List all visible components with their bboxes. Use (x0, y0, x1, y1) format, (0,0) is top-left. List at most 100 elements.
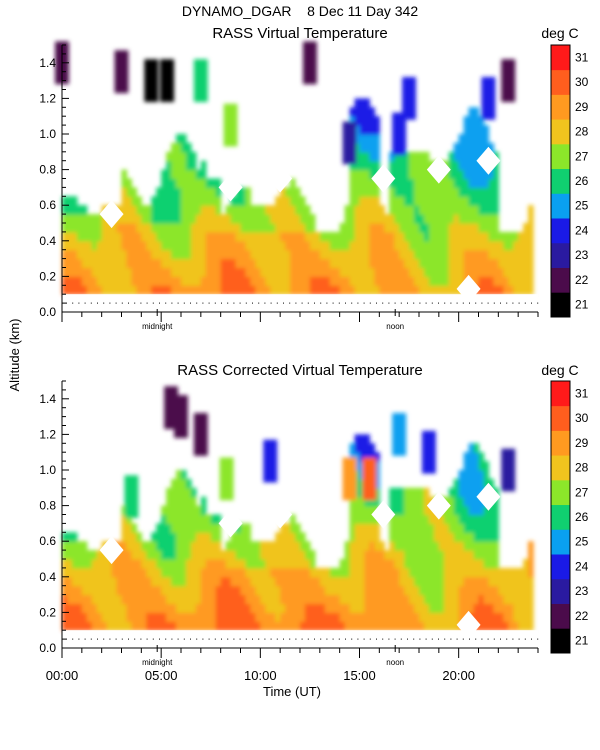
first-gate-dot (425, 302, 427, 304)
heatmap-cell (220, 576, 227, 587)
heatmap-cell (81, 214, 88, 224)
first-gate-dot (84, 302, 86, 304)
heatmap-cell (200, 249, 207, 260)
heatmap-cell (349, 205, 356, 215)
heatmap-cell (463, 205, 470, 215)
heatmap-cell (364, 567, 371, 578)
heatmap-cell (200, 169, 207, 180)
heatmap-cell (161, 514, 167, 524)
heatmap-cell (324, 621, 331, 631)
heatmap-cell (404, 231, 410, 242)
heatmap-cell (190, 151, 197, 162)
heatmap-cell (448, 285, 455, 295)
heatmap-cell (176, 612, 182, 622)
heatmap-cell (463, 523, 470, 533)
heatmap-cell (81, 231, 88, 242)
heatmap-cell (518, 258, 524, 269)
heatmap-cell (483, 559, 490, 569)
heatmap-cell (523, 621, 529, 631)
heatmap-cell (463, 134, 470, 144)
heatmap-cell (468, 603, 475, 613)
heatmap-cell (503, 258, 509, 269)
heatmap-cell (166, 505, 172, 516)
heatmap-cell (399, 576, 405, 587)
first-gate-dot (531, 302, 532, 304)
first-gate-dot (444, 638, 446, 640)
heatmap-cell (219, 457, 234, 501)
first-gate-dot (245, 302, 247, 304)
heatmap-cell (523, 276, 529, 286)
heatmap-cell (349, 621, 356, 631)
heatmap-cell (156, 559, 162, 569)
first-gate-dot (289, 302, 291, 304)
heatmap-cell (488, 603, 494, 613)
heatmap-cell (319, 612, 326, 622)
first-gate-dot (518, 302, 520, 304)
heatmap-cell (488, 550, 494, 560)
heatmap-cell (121, 249, 128, 260)
heatmap-cell (433, 267, 440, 277)
heatmap-cell (200, 567, 207, 578)
heatmap-cell (290, 231, 296, 242)
heatmap-cell (354, 267, 361, 277)
heatmap-cell (141, 231, 147, 242)
heatmap-cell (428, 196, 435, 206)
heatmap-cell (181, 214, 187, 224)
heatmap-cell (290, 187, 296, 197)
heatmap-cell (463, 249, 470, 260)
heatmap-cell (215, 240, 222, 251)
heatmap-cell (374, 470, 380, 480)
heatmap-cell (364, 496, 371, 507)
heatmap-cell (324, 285, 331, 295)
heatmap-cell (62, 559, 68, 569)
first-gate-dot (146, 638, 148, 640)
heatmap-cell (339, 603, 346, 613)
heatmap-cell (285, 532, 291, 542)
heatmap-cell (151, 214, 157, 224)
heatmap-cell (389, 240, 395, 251)
heatmap-cell (443, 276, 450, 286)
heatmap-cell (260, 559, 266, 569)
first-gate-dot (233, 302, 235, 304)
heatmap-cell (369, 452, 375, 462)
heatmap-cell (528, 541, 534, 551)
heatmap-cell (309, 559, 316, 569)
heatmap-cell (161, 532, 167, 542)
heatmap-cell (384, 559, 390, 569)
heatmap-cell (473, 258, 480, 269)
heatmap-cell (136, 594, 142, 605)
heatmap-cell (280, 196, 286, 206)
heatmap-cell (240, 240, 247, 251)
heatmap-cell (528, 612, 534, 622)
heatmap-cell (205, 567, 212, 578)
colorbar-swatch (551, 479, 570, 506)
first-gate-dot (115, 302, 117, 304)
heatmap-cell (448, 514, 455, 524)
heatmap-cell (324, 240, 331, 251)
heatmap-cell (433, 550, 440, 560)
heatmap-cell (458, 187, 465, 197)
heatmap-cell (166, 621, 172, 631)
heatmap-cell (468, 585, 475, 596)
heatmap-cell (349, 196, 356, 206)
heatmap-cell (513, 612, 519, 622)
heatmap-cell (200, 505, 207, 516)
heatmap-cell (131, 612, 137, 622)
heatmap-cell (473, 478, 480, 489)
heatmap-cell (185, 214, 192, 224)
heatmap-cell (324, 594, 331, 605)
heatmap-cell (483, 223, 490, 233)
heatmap-cell (369, 523, 375, 533)
heatmap-cell (106, 240, 113, 251)
heatmap-cell (364, 214, 371, 224)
heatmap-cell (190, 576, 197, 587)
heatmap-cell (468, 107, 475, 117)
heatmap-cell (399, 541, 405, 551)
heatmap-cell (121, 612, 128, 622)
heatmap-cell (399, 169, 405, 180)
heatmap-cell (136, 240, 142, 251)
heatmap-cell (453, 160, 460, 171)
heatmap-cell (161, 258, 167, 269)
heatmap-cell (309, 585, 316, 596)
heatmap-cell (518, 249, 524, 260)
